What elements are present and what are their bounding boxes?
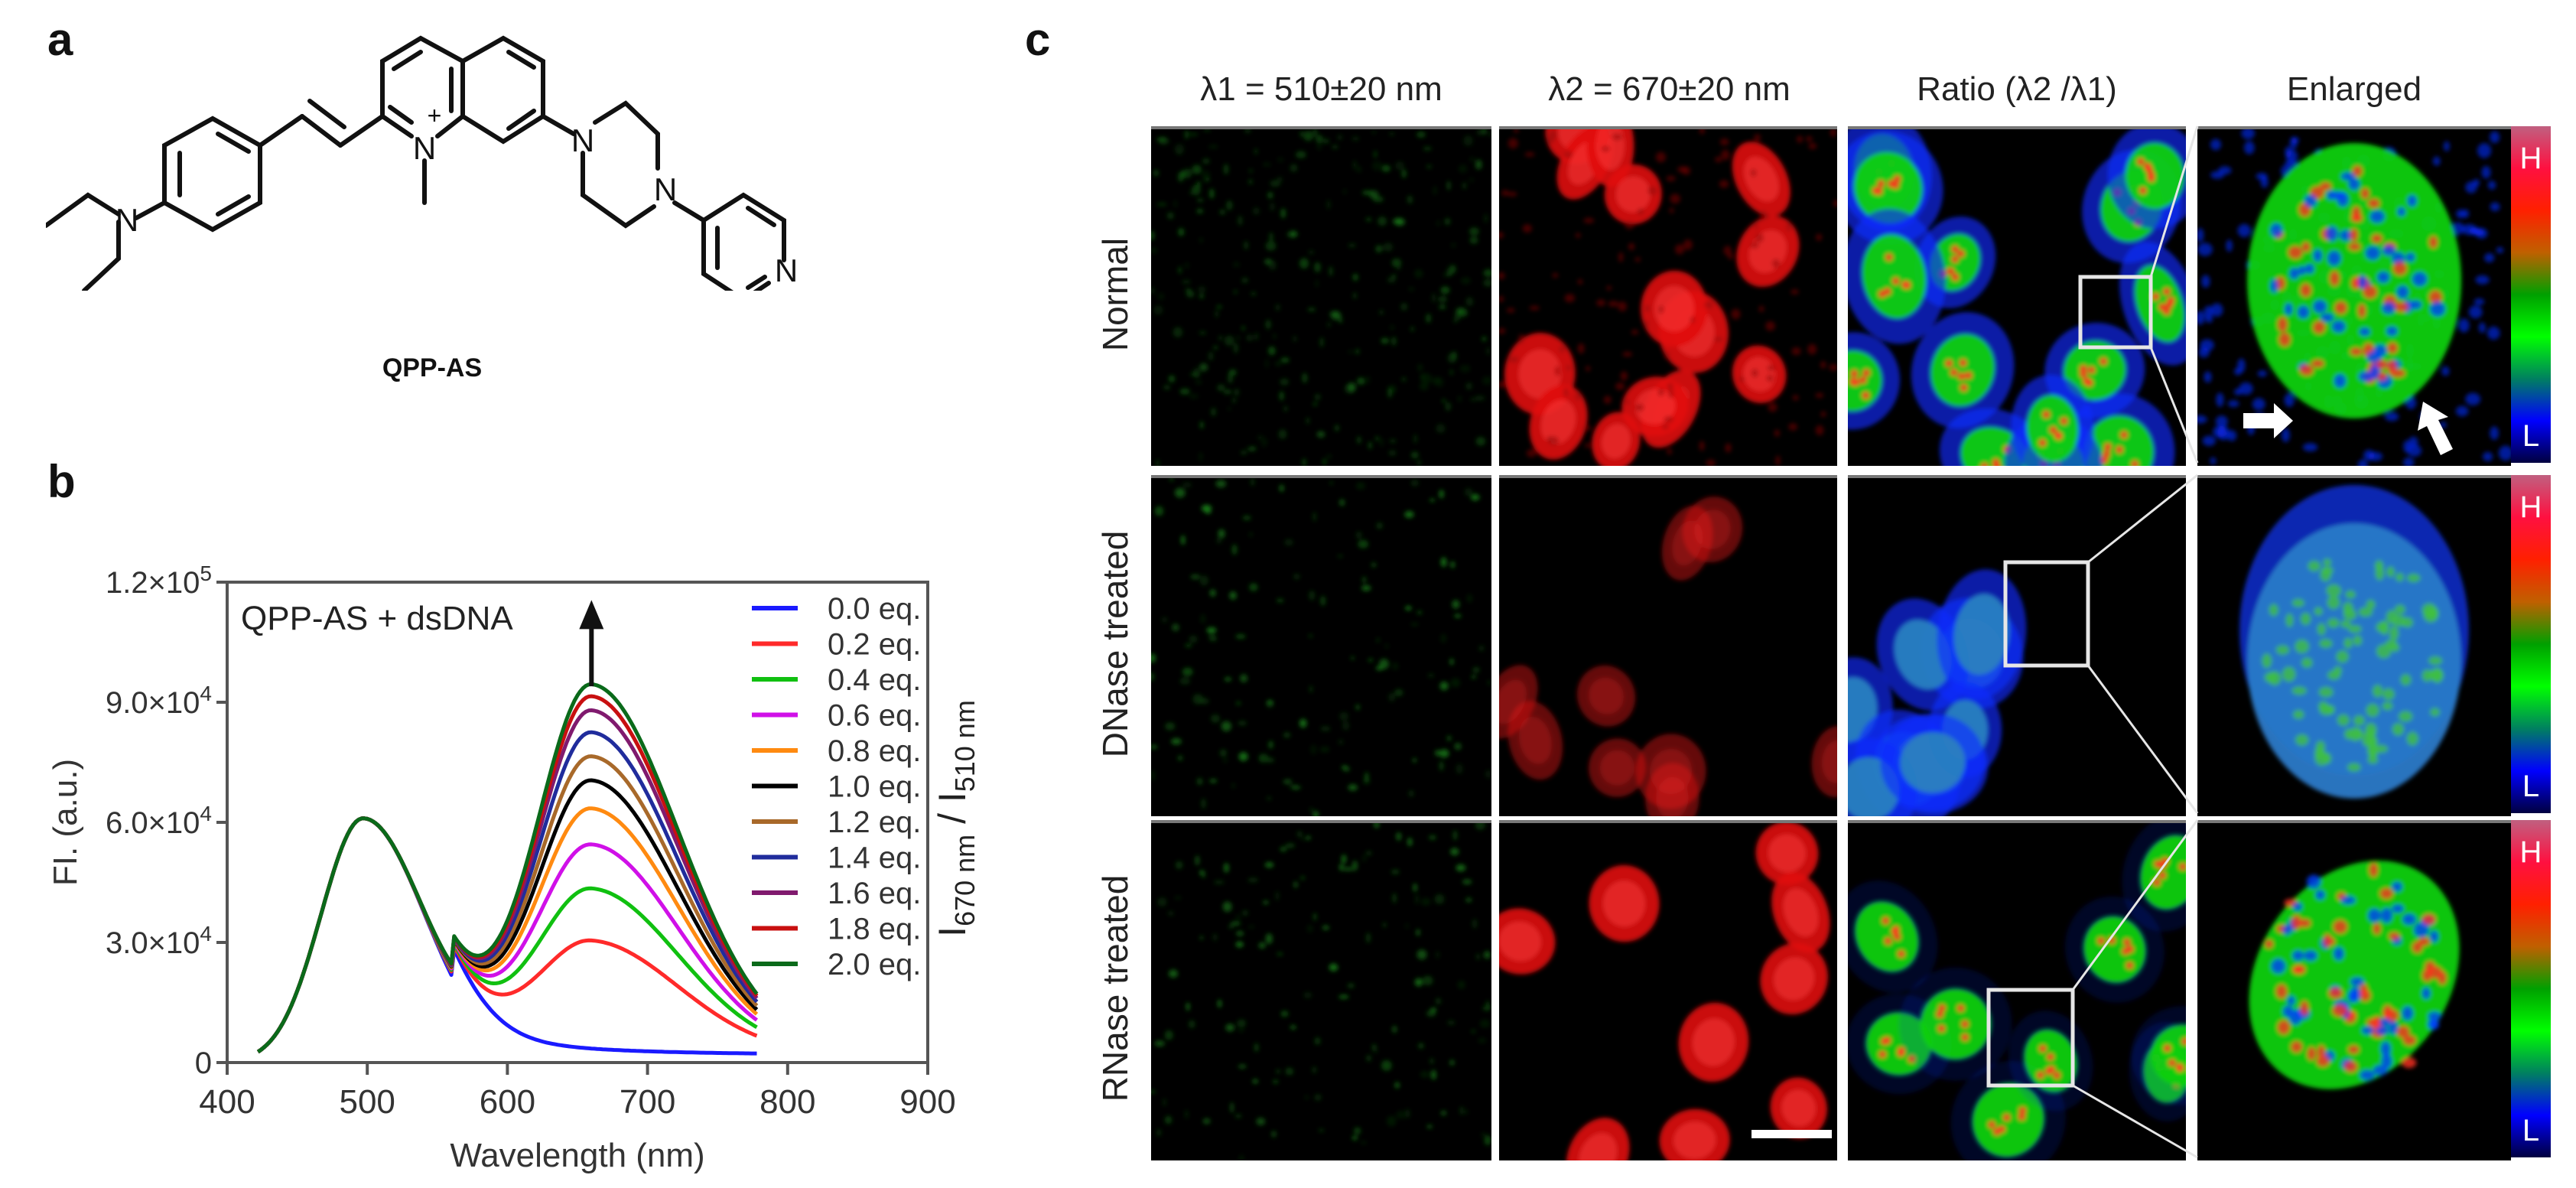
legend-label: 0.2 eq.: [828, 628, 921, 662]
colorbar-high-label: H: [2519, 142, 2542, 175]
colorbar-low-label: L: [2522, 1114, 2540, 1147]
compound-name-label: QPP-AS: [382, 353, 483, 382]
y-tick-label: 3.0×104: [106, 922, 212, 960]
legend-label: 1.4 eq.: [828, 841, 921, 875]
atom-quinolinium-n: N: [413, 130, 436, 166]
y-tick-label: 0: [195, 1046, 212, 1080]
up-arrow-icon: [2418, 402, 2453, 455]
chart-legend: 0.0 eq.0.2 eq.0.4 eq.0.6 eq.0.8 eq.1.0 e…: [752, 592, 921, 981]
x-tick-label: 600: [480, 1083, 535, 1121]
image-dnase-lambda1: [1151, 475, 1491, 816]
y-axis-label: FI. (a.u.): [47, 759, 84, 886]
fluorescence-spectrum-chart: 0.0 eq.0.2 eq.0.4 eq.0.6 eq.0.8 eq.1.0 e…: [47, 561, 981, 1174]
legend-label: 1.0 eq.: [828, 770, 921, 804]
column-header-lambda1: λ1 = 510±20 nm: [1200, 70, 1442, 108]
panel-c-letter: c: [1025, 14, 1051, 65]
x-tick-label: 400: [199, 1083, 255, 1121]
row-label-rnase: RNase treated: [1095, 874, 1135, 1102]
chart-annotation: QPP-AS + dsDNA: [241, 600, 513, 637]
colorbar-low-label: L: [2522, 419, 2540, 453]
y-tick-label: 6.0×104: [106, 802, 212, 840]
legend-label: 1.2 eq.: [828, 806, 921, 839]
image-dnase-enlarged: [2197, 475, 2511, 816]
colorbar-low-label: L: [2522, 770, 2540, 803]
colorbar-high-label: H: [2519, 835, 2542, 869]
right-axis-label: I670 nm / I510 nm: [931, 700, 981, 937]
y-tick-label: 9.0×104: [106, 682, 212, 720]
legend-label: 0.4 eq.: [828, 663, 921, 697]
row-label-normal: Normal: [1095, 237, 1135, 352]
spectrum-line: [256, 682, 759, 1054]
x-tick-label: 700: [620, 1083, 675, 1121]
image-normal-enlarged: [2197, 126, 2511, 466]
image-normal-lambda1: [1151, 126, 1491, 466]
x-tick-label: 800: [759, 1083, 815, 1121]
image-rnase-enlarged: [2197, 820, 2511, 1160]
panel-b-letter: b: [47, 456, 76, 507]
x-tick-label: 500: [339, 1083, 395, 1121]
legend-label: 0.0 eq.: [828, 592, 921, 626]
colorbar-high-label: H: [2519, 490, 2542, 524]
qpp-as-structure: N N + N N N: [46, 35, 798, 291]
image-dnase-lambda2: [1499, 475, 1837, 816]
white-arrow-icons: [2243, 402, 2453, 455]
atom-piperazine-n2: N: [654, 171, 677, 207]
atom-charge: +: [428, 102, 442, 129]
legend-label: 0.6 eq.: [828, 699, 921, 733]
image-rnase-ratio: [1848, 820, 2186, 1160]
legend-label: 2.0 eq.: [828, 948, 921, 981]
spectrum-line: [256, 754, 759, 1054]
right-arrow-icon: [2243, 403, 2293, 438]
spectrum-line: [256, 730, 759, 1054]
x-axis-label: Wavelength (nm): [450, 1137, 704, 1174]
atom-pyridine-n: N: [775, 252, 798, 288]
legend-label: 0.8 eq.: [828, 734, 921, 768]
image-rnase-lambda2: [1499, 820, 1837, 1160]
legend-label: 1.8 eq.: [828, 913, 921, 946]
arrow-head-icon: [579, 600, 604, 630]
x-tick-label: 900: [899, 1083, 955, 1121]
chart-axes: 400 500 600 700 800 900 0 3.0×104 6.0×104 9.0×104…: [47, 561, 981, 1174]
image-normal-ratio: [1848, 126, 2186, 466]
column-header-enlarged: Enlarged: [2286, 70, 2422, 108]
scale-bar: [1751, 1130, 1832, 1138]
plot-box: [226, 581, 929, 1064]
image-rnase-lambda1: [1151, 820, 1491, 1160]
column-header-lambda2: λ2 = 670±20 nm: [1548, 70, 1791, 108]
column-header-ratio: Ratio (λ2 /λ1): [1917, 70, 2117, 108]
row-label-dnase: DNase treated: [1095, 530, 1135, 758]
panel-a-letter: a: [47, 14, 73, 65]
plot-frame: [226, 581, 929, 1064]
atom-amine-n: N: [115, 202, 138, 238]
spectrum-series: [256, 682, 759, 1056]
atom-piperazine-n1: N: [571, 122, 594, 158]
legend-label: 1.6 eq.: [828, 877, 921, 910]
image-normal-lambda2: [1499, 126, 1837, 466]
y-tick-label: 1.2×105: [106, 561, 212, 600]
image-dnase-ratio: [1848, 475, 2186, 816]
